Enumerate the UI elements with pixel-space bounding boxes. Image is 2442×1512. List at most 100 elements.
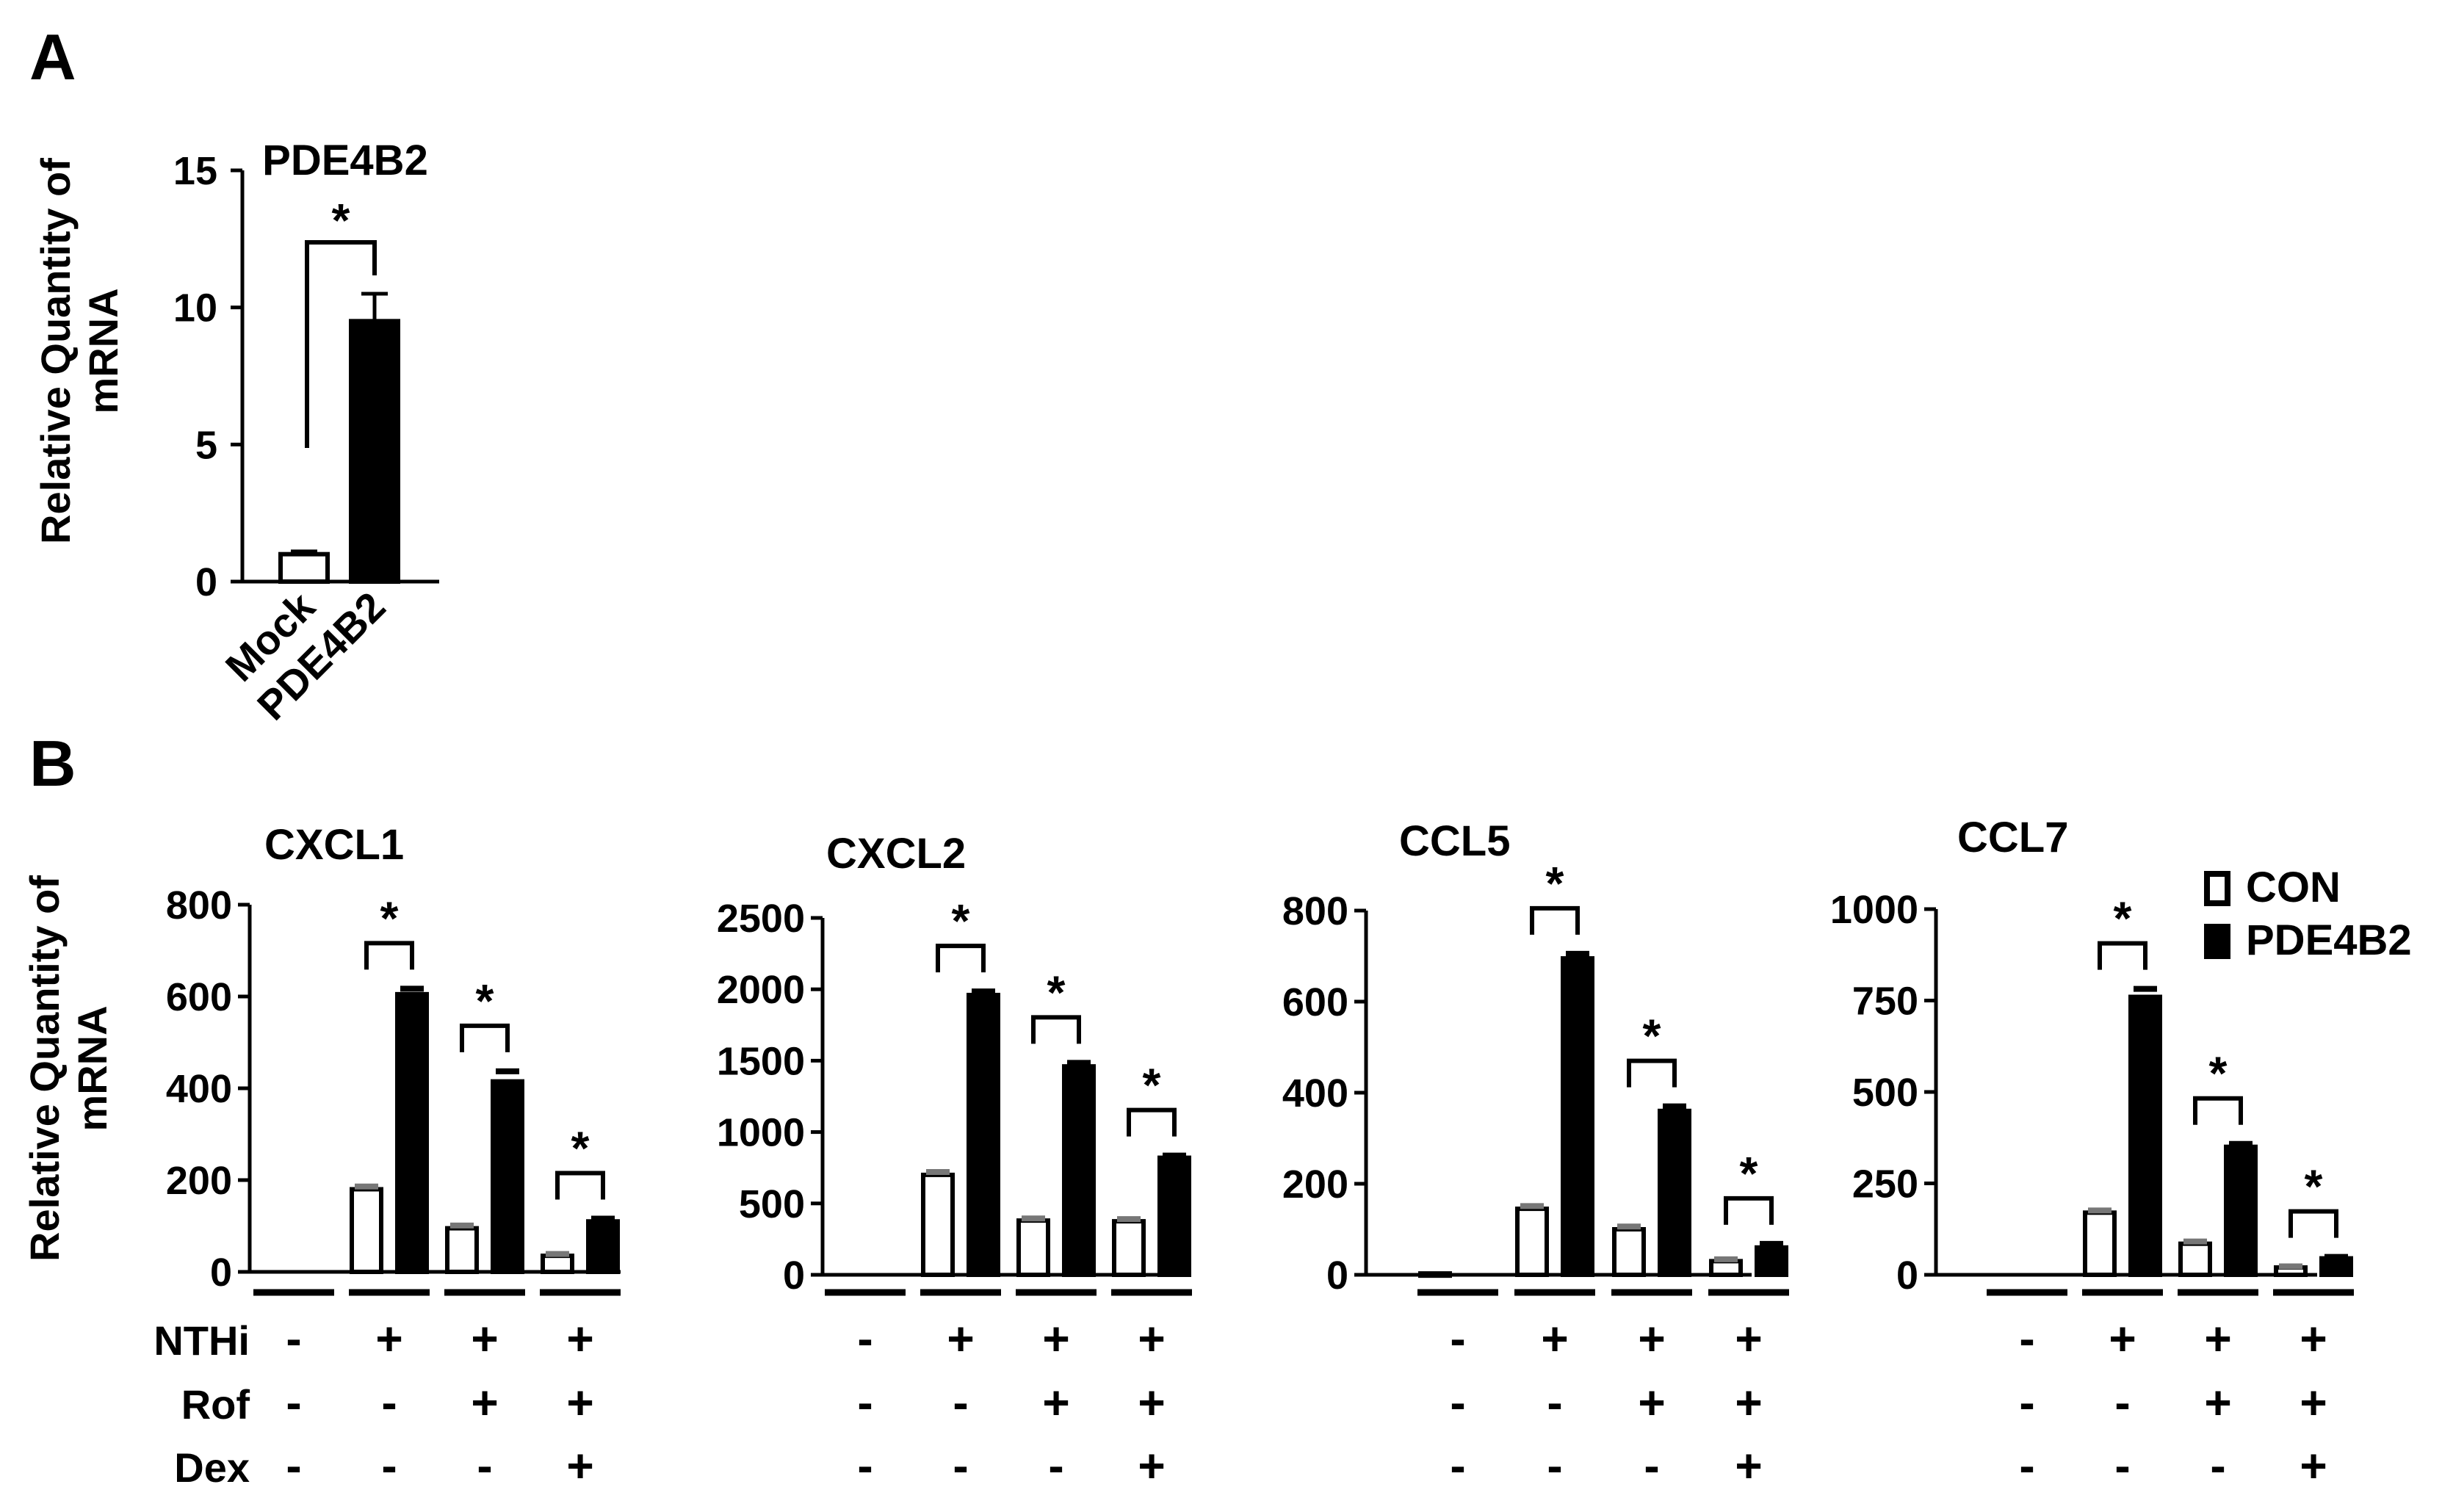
- row-label-dex: Dex: [174, 1444, 250, 1491]
- treatment-rof: +: [1042, 1376, 1069, 1429]
- treatment-dex: -: [1450, 1439, 1465, 1492]
- plot-layer: PDE4B2051015MockPDE4B2*CXCL1020040060080…: [166, 137, 2354, 1492]
- treatment-dex: +: [1735, 1439, 1762, 1492]
- bar: [1709, 1259, 1743, 1278]
- treatment-rof: +: [1735, 1376, 1762, 1429]
- y-tick-label: 600: [1282, 980, 1348, 1024]
- bar: [2319, 1256, 2353, 1277]
- bar: [2128, 994, 2162, 1278]
- bar: [1016, 1218, 1050, 1278]
- treatment-dex: -: [1048, 1439, 1063, 1492]
- y-tick-label: 2500: [717, 897, 805, 941]
- bar: [2178, 1241, 2212, 1278]
- panel-b-ylabel-line2: mRNA: [69, 1005, 115, 1131]
- y-tick-label: 250: [1852, 1162, 1918, 1207]
- treatment-dex: -: [953, 1439, 968, 1492]
- treatment-rof: +: [2300, 1376, 2327, 1429]
- treatment-nthi: +: [1541, 1312, 1568, 1365]
- bar: [349, 319, 400, 584]
- treatment-nthi: +: [1042, 1312, 1069, 1365]
- significance-marker: *: [2114, 892, 2132, 945]
- chart-title: CXCL2: [826, 830, 966, 878]
- row-label-rof: Rof: [181, 1381, 250, 1428]
- bar: [278, 551, 330, 585]
- y-tick-label: 0: [1896, 1254, 1918, 1298]
- row-label-nthi: NTHi: [153, 1317, 250, 1364]
- panel-a-ylabel-line1: Relative Quantity of: [32, 158, 79, 544]
- chart-cxcl1: CXCL1 0 200 400 600 800 - - - + - - + + - + + + * * *: [166, 821, 621, 1492]
- bar: [967, 992, 1000, 1277]
- significance-marker: *: [1546, 857, 1564, 910]
- treatment-rof: +: [2204, 1376, 2231, 1429]
- chart-ccl5: CCL5 0 200 400 600 800 - - - + - - + + - + + + * * *: [1282, 817, 1789, 1492]
- y-tick-label: 1000: [717, 1111, 805, 1155]
- significance-marker: *: [1740, 1147, 1758, 1200]
- treatment-rof: +: [471, 1376, 498, 1429]
- y-tick-label: 800: [166, 883, 232, 927]
- treatment-rof: -: [1450, 1376, 1465, 1429]
- bar: [1658, 1108, 1691, 1278]
- y-tick-label: 400: [166, 1067, 232, 1111]
- significance-marker: *: [571, 1122, 590, 1175]
- y-tick-label: 0: [783, 1254, 805, 1298]
- treatment-dex: +: [2300, 1439, 2327, 1492]
- treatment-nthi: -: [857, 1312, 873, 1365]
- bar: [1612, 1227, 1646, 1277]
- chart-title: CXCL1: [264, 821, 404, 869]
- y-tick-label: 1500: [717, 1039, 805, 1083]
- bar: [1157, 1155, 1191, 1278]
- treatment-rof: +: [566, 1376, 593, 1429]
- y-tick-label: 200: [1282, 1162, 1348, 1207]
- y-tick-label: 400: [1282, 1071, 1348, 1115]
- legend-swatch-pde4b2: [2204, 924, 2230, 959]
- treatment-dex: -: [1644, 1439, 1659, 1492]
- significance-bracket: [2289, 1209, 2338, 1238]
- significance-bracket: [1627, 1058, 1677, 1088]
- significance-bracket: [1127, 1107, 1177, 1137]
- treatment-nthi: -: [1450, 1312, 1465, 1365]
- significance-bracket: [460, 1023, 510, 1052]
- significance-bracket: [305, 240, 377, 448]
- treatment-rof: -: [381, 1376, 397, 1429]
- treatment-dex: +: [566, 1439, 593, 1492]
- y-tick-label: 0: [1326, 1254, 1348, 1298]
- y-tick-label: 15: [173, 149, 217, 193]
- significance-marker: *: [332, 194, 350, 247]
- significance-marker: *: [476, 974, 494, 1027]
- treatment-nthi: +: [1735, 1312, 1762, 1365]
- treatment-nthi: +: [2204, 1312, 2231, 1365]
- treatment-nthi: +: [2109, 1312, 2136, 1365]
- treatment-dex: -: [286, 1439, 301, 1492]
- significance-marker: *: [2209, 1047, 2228, 1100]
- legend: CON PDE4B2: [2204, 864, 2412, 964]
- treatment-dex: +: [1138, 1439, 1165, 1492]
- treatment-rof: -: [2019, 1376, 2034, 1429]
- bar: [1755, 1245, 1788, 1278]
- bar: [2224, 1144, 2258, 1277]
- chart-title: PDE4B2: [262, 137, 428, 184]
- y-tick-label: 750: [1852, 980, 1918, 1024]
- treatment-rof: +: [1638, 1376, 1665, 1429]
- treatment-nthi: +: [375, 1312, 402, 1365]
- bar: [395, 991, 429, 1274]
- bar: [921, 1172, 955, 1278]
- significance-marker: *: [1047, 966, 1066, 1019]
- treatment-dex: -: [857, 1439, 873, 1492]
- panel-a-ylabel-line2: mRNA: [80, 288, 126, 413]
- bar: [491, 1079, 524, 1274]
- panel-label-b: B: [29, 727, 76, 800]
- bar: [1062, 1064, 1096, 1278]
- panel-label-a: A: [29, 21, 76, 93]
- treatment-rof: -: [2114, 1376, 2130, 1429]
- y-tick-label: 600: [166, 975, 232, 1019]
- treatment-dex: -: [2114, 1439, 2130, 1492]
- y-tick-label: 10: [173, 286, 217, 330]
- significance-bracket: [936, 944, 986, 973]
- bar: [2083, 1210, 2117, 1277]
- chart-title: CCL5: [1399, 817, 1510, 865]
- legend-label-con: CON: [2246, 864, 2341, 911]
- significance-bracket: [2193, 1096, 2243, 1125]
- significance-marker: *: [1643, 1010, 1661, 1063]
